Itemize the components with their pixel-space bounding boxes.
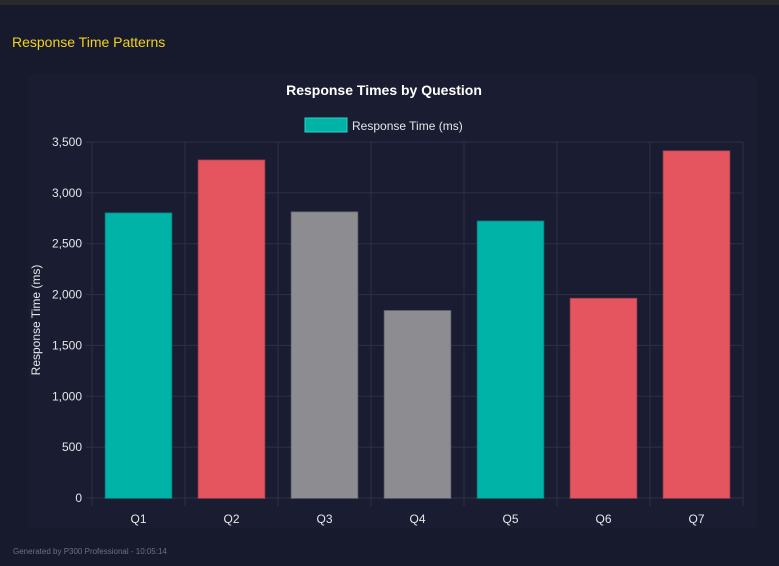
legend-swatch[interactable] bbox=[304, 117, 348, 133]
window-top-bar bbox=[0, 0, 779, 5]
y-tick-label: 500 bbox=[62, 440, 82, 454]
bar-q5 bbox=[476, 220, 545, 499]
x-tick-label: Q5 bbox=[502, 512, 518, 526]
bar-q1 bbox=[104, 212, 173, 499]
y-tick-label: 2,500 bbox=[52, 237, 82, 251]
footer-text: Generated by P300 Professional - 10:05:1… bbox=[13, 547, 167, 556]
bar-q4 bbox=[383, 310, 452, 499]
x-tick-label: Q2 bbox=[223, 512, 239, 526]
bar-q6 bbox=[569, 297, 638, 499]
section-title: Response Time Patterns bbox=[12, 34, 166, 50]
y-tick-label: 1,500 bbox=[52, 338, 82, 352]
y-axis-label: Response Time (ms) bbox=[29, 265, 43, 376]
bar-q7 bbox=[662, 150, 731, 499]
x-tick-label: Q6 bbox=[595, 512, 611, 526]
bar-q2 bbox=[197, 159, 266, 499]
x-tick-label: Q3 bbox=[316, 512, 332, 526]
x-tick-label: Q1 bbox=[130, 512, 146, 526]
y-tick-label: 2,000 bbox=[52, 288, 82, 302]
y-tick-label: 3,500 bbox=[52, 135, 82, 149]
y-tick-label: 1,000 bbox=[52, 389, 82, 403]
bar-q3 bbox=[290, 211, 359, 499]
y-tick-label: 3,000 bbox=[52, 186, 82, 200]
x-tick-label: Q4 bbox=[409, 512, 425, 526]
legend-label[interactable]: Response Time (ms) bbox=[352, 119, 463, 133]
y-tick-label: 0 bbox=[75, 491, 82, 505]
x-tick-label: Q7 bbox=[688, 512, 704, 526]
chart-title: Response Times by Question bbox=[286, 82, 482, 98]
